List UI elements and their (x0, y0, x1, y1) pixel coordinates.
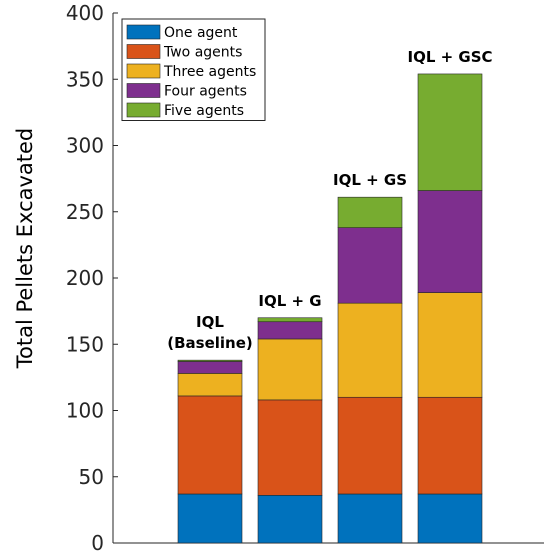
legend-entry: Two agents (163, 45, 242, 61)
category-label: IQL + GS (333, 171, 407, 189)
bar-segment (337, 396, 403, 495)
y-tick-label: 250 (66, 200, 104, 224)
legend-entry: Four agents (164, 84, 247, 100)
y-tick-label: 50 (79, 465, 104, 489)
bar-segment (417, 292, 483, 398)
legend-entry: One agent (164, 25, 238, 41)
bar-segment (417, 493, 483, 544)
bar-segment (417, 190, 483, 293)
bar-segment (177, 361, 243, 374)
bar-segment (177, 395, 243, 495)
y-axis-label: Total Pellets Excavated (13, 128, 37, 370)
bar-segment (177, 359, 243, 362)
category-label: IQL (196, 313, 224, 331)
y-tick-label: 300 (66, 134, 104, 158)
y-tick-label: 100 (66, 399, 104, 423)
y-tick-label: 400 (66, 1, 104, 25)
y-tick-label: 150 (66, 332, 104, 356)
bar-segment (257, 399, 323, 496)
legend-swatch (126, 63, 161, 79)
bar-segment (177, 373, 243, 397)
category-labels: IQL (Baseline) IQL + G IQL + GS IQL + GSC (167, 48, 492, 352)
legend-swatch (126, 102, 161, 118)
y-tick-label: 200 (66, 266, 104, 290)
category-label: (Baseline) (167, 334, 253, 352)
category-label: IQL + GSC (407, 48, 492, 66)
legend-swatch (126, 83, 161, 98)
bar-segment (257, 321, 323, 340)
bar-segment (257, 338, 323, 401)
legend-swatch (126, 44, 161, 59)
bar-segment (257, 494, 323, 544)
bar-segment (337, 196, 403, 228)
bar-segment (337, 493, 403, 544)
y-tick-label: 0 (91, 531, 104, 555)
y-tick-label: 350 (66, 67, 104, 91)
legend-swatch (126, 24, 161, 40)
axes: 0 50 100 150 200 250 300 350 400 (66, 1, 544, 555)
bar-segment (337, 302, 403, 398)
legend: One agent Two agents Three agents Four agen… (121, 18, 266, 121)
bar-segment (417, 396, 483, 495)
bars (177, 73, 483, 544)
bar-segment (257, 317, 323, 323)
category-label: IQL + G (258, 292, 321, 310)
bar-segment (337, 227, 403, 304)
bar-segment (417, 73, 483, 191)
bar-segment (177, 493, 243, 544)
legend-entry: Five agents (164, 103, 244, 119)
legend-entry: Three agents (163, 64, 256, 80)
